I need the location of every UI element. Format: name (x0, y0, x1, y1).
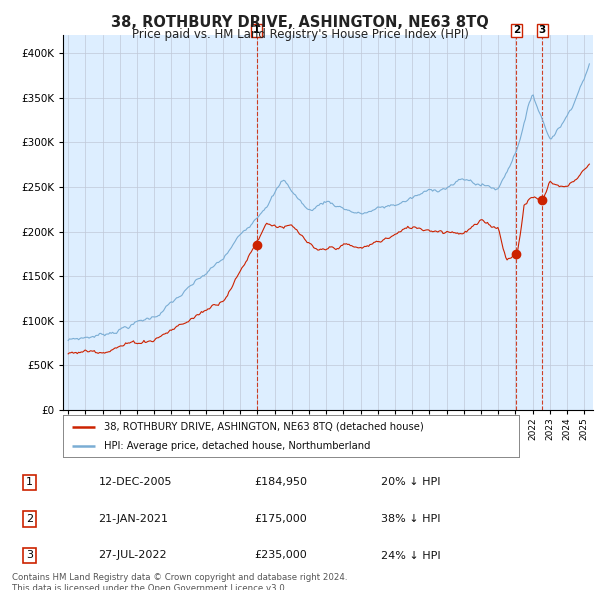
Text: 24% ↓ HPI: 24% ↓ HPI (380, 550, 440, 560)
Text: £175,000: £175,000 (254, 514, 307, 524)
Text: £235,000: £235,000 (254, 550, 307, 560)
Text: 1: 1 (253, 25, 260, 35)
Text: Contains HM Land Registry data © Crown copyright and database right 2024.
This d: Contains HM Land Registry data © Crown c… (12, 573, 347, 590)
Text: 27-JUL-2022: 27-JUL-2022 (98, 550, 167, 560)
Text: 3: 3 (26, 550, 33, 560)
Text: 38, ROTHBURY DRIVE, ASHINGTON, NE63 8TQ: 38, ROTHBURY DRIVE, ASHINGTON, NE63 8TQ (111, 15, 489, 30)
Text: 2: 2 (513, 25, 520, 35)
Text: 21-JAN-2021: 21-JAN-2021 (98, 514, 169, 524)
Text: Price paid vs. HM Land Registry's House Price Index (HPI): Price paid vs. HM Land Registry's House … (131, 28, 469, 41)
Text: 12-DEC-2005: 12-DEC-2005 (98, 477, 172, 487)
Text: £184,950: £184,950 (254, 477, 307, 487)
Text: 2: 2 (26, 514, 33, 524)
Text: 1: 1 (26, 477, 33, 487)
Text: 20% ↓ HPI: 20% ↓ HPI (380, 477, 440, 487)
Text: 38% ↓ HPI: 38% ↓ HPI (380, 514, 440, 524)
Text: HPI: Average price, detached house, Northumberland: HPI: Average price, detached house, Nort… (104, 441, 371, 451)
Text: 3: 3 (539, 25, 546, 35)
Text: 38, ROTHBURY DRIVE, ASHINGTON, NE63 8TQ (detached house): 38, ROTHBURY DRIVE, ASHINGTON, NE63 8TQ … (104, 422, 424, 432)
